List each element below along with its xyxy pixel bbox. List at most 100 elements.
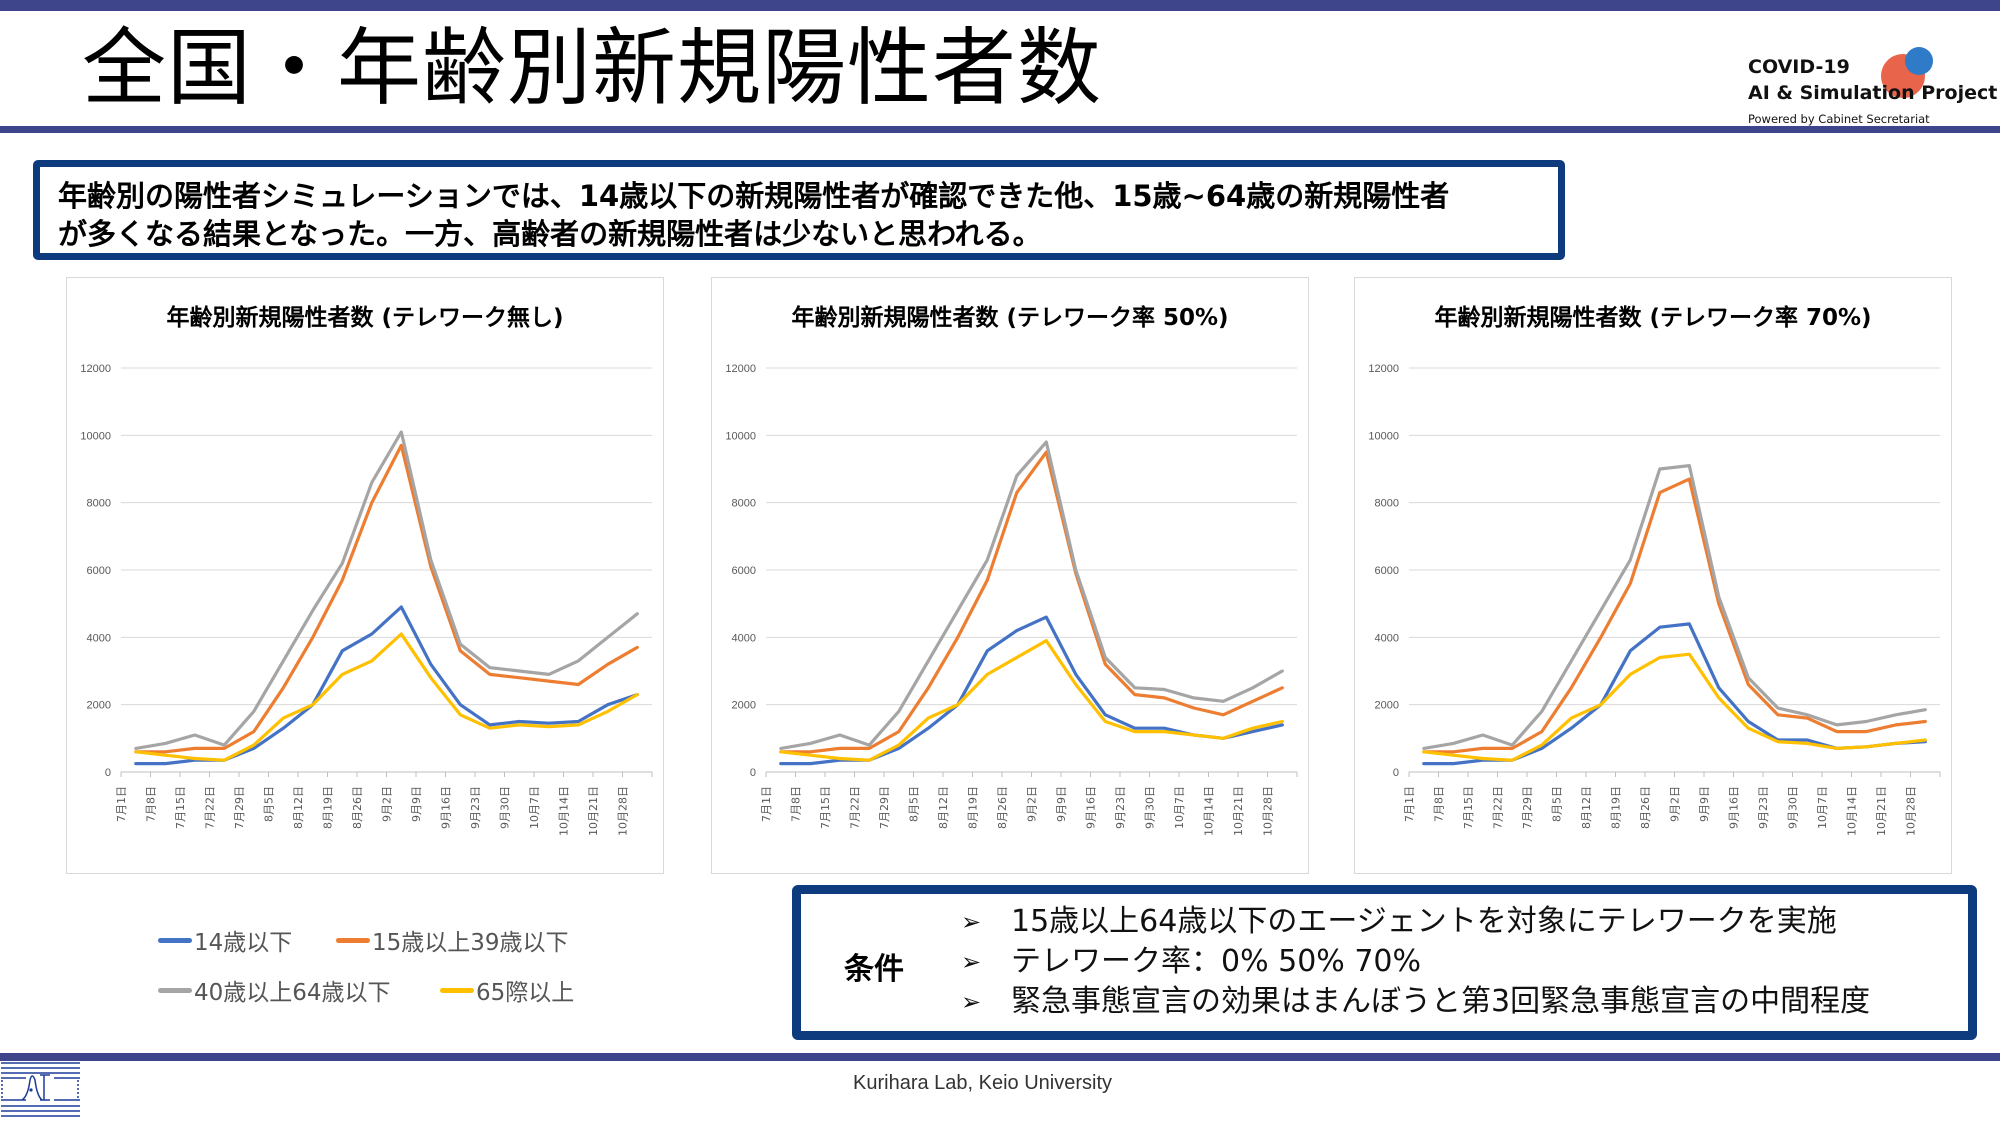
- x-tick-label: 7月15日: [1462, 786, 1475, 829]
- x-tick-label: 7月22日: [849, 786, 862, 829]
- x-tick-label: 8月12日: [937, 786, 950, 829]
- summary-text: 年齢別の陽性者シミュレーションでは、14歳以下の新規陽性者が確認できた他、15歳…: [58, 177, 1540, 253]
- x-tick-label: 8月19日: [967, 786, 980, 829]
- x-tick-label: 8月26日: [351, 786, 364, 829]
- y-tick-label: 0: [105, 767, 111, 779]
- series-line: [1422, 622, 1927, 766]
- legend-label: 15歳以上39歳以下: [372, 930, 569, 956]
- y-tick-label: 6000: [87, 565, 111, 577]
- y-tick-label: 10000: [1368, 430, 1399, 442]
- condition-item: ➢ 緊急事態宣言の効果はまんぼうと第3回緊急事態宣言の中間程度: [961, 982, 1870, 1022]
- x-tick-label: 10月21日: [587, 786, 600, 836]
- condition-item: ➢ 15歳以上64歳以下のエージェントを対象にテレワークを実施: [961, 902, 1870, 942]
- summary-box: 年齢別の陽性者シミュレーションでは、14歳以下の新規陽性者が確認できた他、15歳…: [33, 160, 1565, 260]
- x-tick-label: 10月7日: [1816, 786, 1829, 829]
- keio-lab-logo-icon: [1, 1062, 80, 1117]
- x-tick-label: 9月23日: [1757, 786, 1770, 829]
- y-tick-label: 12000: [80, 363, 111, 375]
- x-tick-label: 10月21日: [1232, 786, 1245, 836]
- conditions-label: 条件: [844, 952, 904, 987]
- x-tick-label: 9月2日: [381, 786, 394, 822]
- y-tick-label: 2000: [87, 700, 111, 712]
- logo-line-3: Powered by Cabinet Secretariat: [1748, 112, 1930, 126]
- y-tick-label: 2000: [1375, 700, 1399, 712]
- project-logo: COVID-19 AI & Simulation Project Powered…: [1748, 22, 1997, 126]
- legend-swatch-icon: [158, 937, 192, 943]
- legend-item-40-64: 40歳以上64歳以下: [158, 973, 391, 1007]
- series-line: [779, 440, 1284, 750]
- x-tick-label: 10月14日: [1846, 786, 1859, 836]
- series-line: [1422, 652, 1927, 762]
- x-tick-label: 10月14日: [1203, 786, 1216, 836]
- x-tick-label: 8月19日: [1610, 786, 1623, 829]
- x-tick-label: 7月1日: [760, 786, 773, 822]
- condition-text: 緊急事態宣言の効果はまんぼうと第3回緊急事態宣言の中間程度: [1011, 984, 1871, 1019]
- legend-swatch-icon: [440, 987, 474, 993]
- x-tick-label: 7月1日: [115, 786, 128, 822]
- x-tick-label: 7月22日: [204, 786, 217, 829]
- chart-no-telework: 年齢別新規陽性者数 (テレワーク無し) 0 2000 4000 6000 8000 100…: [66, 277, 664, 874]
- chart-plot-svg: 0 2000 4000 6000 8000 10000 12000 7月1日 7月8日 7月15日…: [1368, 363, 1941, 836]
- x-tick-label: 7月8日: [790, 786, 803, 822]
- x-tick-label: 8月12日: [292, 786, 305, 829]
- condition-text: 15歳以上64歳以下のエージェントを対象にテレワークを実施: [1011, 904, 1837, 939]
- legend-swatch-icon: [158, 987, 192, 993]
- summary-line-2: が多くなる結果となった。一方、高齢者の新規陽性者は少ないと思われる。: [58, 217, 1042, 251]
- x-tick-label: 10月28日: [1905, 786, 1918, 836]
- x-tick-label: 7月15日: [174, 786, 187, 829]
- legend-item-15-39: 15歳以上39歳以下: [336, 923, 569, 957]
- x-tick-label: 9月2日: [1669, 786, 1682, 822]
- legend-swatch-icon: [336, 937, 370, 943]
- chart-title: 年齢別新規陽性者数 (テレワーク無し): [166, 305, 564, 331]
- legend-label: 65際以上: [476, 980, 575, 1006]
- series-line: [1422, 464, 1927, 750]
- chart-plot-svg: 0 2000 4000 6000 8000 10000 12000 7月1日 7月8日 7月15日…: [80, 363, 653, 836]
- chart-title: 年齢別新規陽性者数 (テレワーク率 70%): [1434, 305, 1872, 331]
- x-tick-label: 8月5日: [1551, 786, 1564, 822]
- x-tick-label: 10月7日: [1173, 786, 1186, 829]
- x-tick-label: 8月19日: [322, 786, 335, 829]
- y-tick-label: 8000: [87, 498, 111, 510]
- x-tick-label: 9月30日: [1787, 786, 1800, 829]
- chart-plot-svg: 0 2000 4000 6000 8000 10000 12000 7月1日 7月8日 7月15日…: [725, 363, 1298, 836]
- x-tick-label: 7月22日: [1492, 786, 1505, 829]
- x-tick-label: 7月15日: [819, 786, 832, 829]
- legend-item-65-over: 65際以上: [440, 973, 574, 1007]
- x-tick-label: 8月5日: [263, 786, 276, 822]
- series-line: [779, 639, 1284, 762]
- y-tick-label: 10000: [725, 430, 756, 442]
- y-tick-label: 8000: [732, 498, 756, 510]
- footer-credit: Kurihara Lab, Keio University: [853, 1072, 1113, 1094]
- series-line: [779, 450, 1284, 754]
- series-line: [134, 443, 639, 754]
- x-tick-label: 7月1日: [1403, 786, 1416, 822]
- x-tick-label: 8月12日: [1580, 786, 1593, 829]
- x-tick-label: 10月28日: [617, 786, 630, 836]
- conditions-box: 条件 ➢ 15歳以上64歳以下のエージェントを対象にテレワークを実施 ➢ テレワ…: [792, 885, 1977, 1040]
- condition-text: テレワーク率：0% 50% 70%: [1011, 944, 1422, 979]
- chart-legend: 14歳以下 15歳以上39歳以下 40歳以上64歳以下 65際以上: [150, 915, 610, 1015]
- x-tick-label: 7月29日: [1521, 786, 1534, 829]
- footer-band: [0, 1053, 2000, 1061]
- logo-line-2: AI & Simulation Project: [1748, 82, 1998, 104]
- y-tick-label: 4000: [87, 632, 111, 644]
- series-line: [1422, 477, 1927, 754]
- y-tick-label: 4000: [732, 632, 756, 644]
- x-tick-label: 10月28日: [1262, 786, 1275, 836]
- arrow-bullet-icon: ➢: [961, 948, 982, 976]
- x-tick-label: 9月30日: [499, 786, 512, 829]
- x-tick-label: 8月26日: [996, 786, 1009, 829]
- y-tick-label: 12000: [1368, 363, 1399, 375]
- condition-item: ➢ テレワーク率：0% 50% 70%: [961, 942, 1870, 982]
- chart-telework-50: 年齢別新規陽性者数 (テレワーク率 50%) 0 2000 4000 6000 8000…: [711, 277, 1309, 874]
- chart-telework-70: 年齢別新規陽性者数 (テレワーク率 70%) 0 2000 4000 6000 8000…: [1354, 277, 1952, 874]
- x-tick-label: 10月21日: [1875, 786, 1888, 836]
- x-tick-label: 9月9日: [1055, 786, 1068, 822]
- arrow-bullet-icon: ➢: [961, 988, 982, 1016]
- y-tick-label: 6000: [1375, 565, 1399, 577]
- x-tick-label: 9月16日: [1085, 786, 1098, 829]
- summary-line-1: 年齢別の陽性者シミュレーションでは、14歳以下の新規陽性者が確認できた他、15歳…: [58, 179, 1450, 213]
- series-line: [134, 430, 639, 750]
- x-tick-label: 8月26日: [1639, 786, 1652, 829]
- y-tick-label: 8000: [1375, 498, 1399, 510]
